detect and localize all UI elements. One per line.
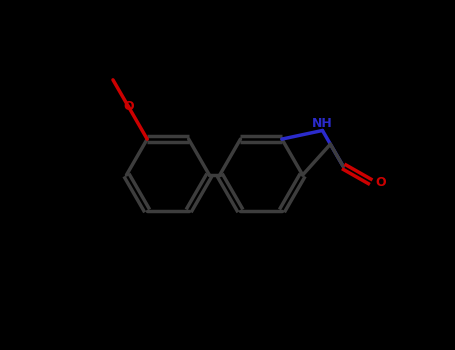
Text: O: O	[375, 176, 386, 189]
Text: NH: NH	[312, 117, 333, 130]
Text: O: O	[123, 100, 134, 113]
